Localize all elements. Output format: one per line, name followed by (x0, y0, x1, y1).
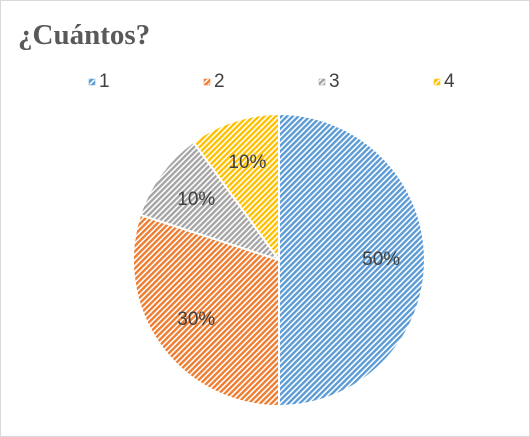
legend-label: 2 (214, 71, 225, 92)
legend-swatch (318, 78, 326, 86)
legend-swatch (88, 78, 96, 86)
legend-label: 1 (99, 71, 110, 92)
legend-label: 3 (329, 71, 340, 92)
data-label: 30% (177, 309, 215, 330)
pie-slice (191, 112, 280, 264)
data-label: 50% (362, 249, 400, 270)
data-label: 10% (228, 152, 266, 173)
pie-slice (278, 112, 426, 408)
chart-title: ¿Cuántos? (18, 19, 150, 51)
legend-swatch (433, 78, 441, 86)
pie-slice (138, 140, 282, 262)
legend-swatch (203, 78, 211, 86)
legend-label: 4 (444, 71, 455, 92)
data-label: 10% (177, 189, 215, 210)
pie-slice (132, 213, 280, 408)
